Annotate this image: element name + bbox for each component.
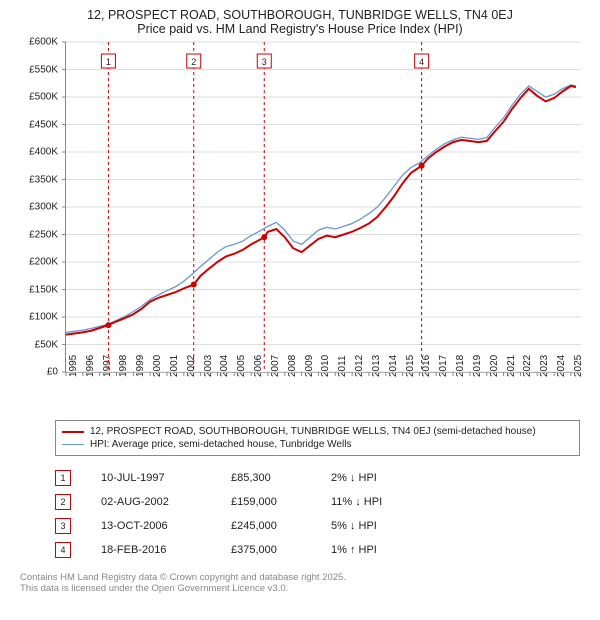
sale-number-box: 1 xyxy=(55,470,71,486)
y-axis-label: £450K xyxy=(29,119,58,130)
y-axis-label: £50K xyxy=(35,339,58,350)
svg-text:2: 2 xyxy=(191,57,196,67)
sale-diff: 1% ↑ HPI xyxy=(331,544,441,556)
y-axis-label: £150K xyxy=(29,284,58,295)
legend-swatch xyxy=(62,431,84,433)
sale-diff: 11% ↓ HPI xyxy=(331,496,441,508)
sale-date: 13-OCT-2006 xyxy=(101,520,231,532)
legend: 12, PROSPECT ROAD, SOUTHBOROUGH, TUNBRID… xyxy=(55,420,580,456)
chart-container: 12, PROSPECT ROAD, SOUTHBOROUGH, TUNBRID… xyxy=(0,0,600,602)
sale-price: £375,000 xyxy=(231,544,331,556)
legend-label: HPI: Average price, semi-detached house,… xyxy=(90,439,351,450)
sales-row: 4 18-FEB-2016£375,0001% ↑ HPI xyxy=(55,538,580,562)
footnote: Contains HM Land Registry data © Crown c… xyxy=(20,572,580,594)
svg-text:4: 4 xyxy=(419,57,424,67)
legend-swatch xyxy=(62,444,84,445)
plot-svg: 1 2 3 4 xyxy=(66,42,581,372)
y-axis-label: £400K xyxy=(29,147,58,158)
sale-marker xyxy=(419,163,425,169)
y-axis-label: £0 xyxy=(47,367,58,378)
y-axis-label: £200K xyxy=(29,257,58,268)
sale-marker xyxy=(191,282,197,288)
footnote-line-2: This data is licensed under the Open Gov… xyxy=(20,583,580,594)
sale-diff: 2% ↓ HPI xyxy=(331,472,441,484)
y-axis-label: £300K xyxy=(29,202,58,213)
series-hpi xyxy=(66,85,576,333)
sale-diff: 5% ↓ HPI xyxy=(331,520,441,532)
legend-label: 12, PROSPECT ROAD, SOUTHBOROUGH, TUNBRID… xyxy=(90,426,536,437)
legend-item: HPI: Average price, semi-detached house,… xyxy=(62,438,573,451)
title-line-1: 12, PROSPECT ROAD, SOUTHBOROUGH, TUNBRID… xyxy=(10,8,590,22)
y-axis-label: £550K xyxy=(29,64,58,75)
svg-text:3: 3 xyxy=(262,57,267,67)
sale-number-box: 2 xyxy=(55,494,71,510)
y-axis-label: £500K xyxy=(29,92,58,103)
y-axis-label: £350K xyxy=(29,174,58,185)
plot-area: 1 2 3 4 xyxy=(65,42,581,373)
sales-table: 110-JUL-1997£85,3002% ↓ HPI202-AUG-2002£… xyxy=(55,466,580,562)
chart-title: 12, PROSPECT ROAD, SOUTHBOROUGH, TUNBRID… xyxy=(10,8,590,36)
sale-date: 10-JUL-1997 xyxy=(101,472,231,484)
sale-marker xyxy=(261,234,267,240)
sales-row: 3 13-OCT-2006£245,0005% ↓ HPI xyxy=(55,514,580,538)
sale-number-box: 3 xyxy=(55,518,71,534)
sale-price: £159,000 xyxy=(231,496,331,508)
sale-marker xyxy=(105,322,111,328)
sales-row: 2 02-AUG-2002£159,00011% ↓ HPI xyxy=(55,490,580,514)
y-axis-label: £100K xyxy=(29,312,58,323)
sale-date: 18-FEB-2016 xyxy=(101,544,231,556)
sale-date: 02-AUG-2002 xyxy=(101,496,231,508)
y-axis-label: £600K xyxy=(29,37,58,48)
sale-price: £245,000 xyxy=(231,520,331,532)
y-axis-label: £250K xyxy=(29,229,58,240)
chart-area: £0 £50K £100K £150K £200K £250K £300K £350K £400… xyxy=(20,42,580,412)
svg-text:1: 1 xyxy=(106,57,111,67)
title-line-2: Price paid vs. HM Land Registry's House … xyxy=(10,22,590,36)
sale-price: £85,300 xyxy=(231,472,331,484)
legend-item: 12, PROSPECT ROAD, SOUTHBOROUGH, TUNBRID… xyxy=(62,425,573,438)
sale-number-box: 4 xyxy=(55,542,71,558)
footnote-line-1: Contains HM Land Registry data © Crown c… xyxy=(20,572,580,583)
sales-row: 1 10-JUL-1997£85,3002% ↓ HPI xyxy=(55,466,580,490)
